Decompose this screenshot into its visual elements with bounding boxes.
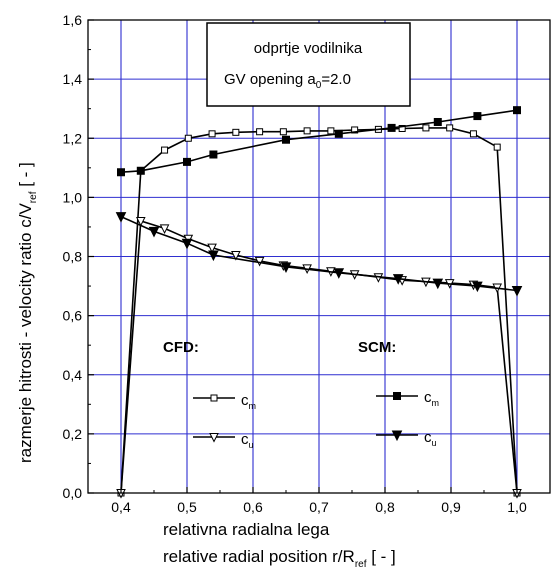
data-point [282,135,290,144]
y-axis-label: razmerje hitrosti - velocity ratio c/Vre… [16,162,39,463]
data-point [472,281,483,293]
data-point [256,128,264,136]
y-tick-label: 1,4 [63,71,83,87]
data-point [279,128,287,136]
data-point [446,124,454,132]
data-point [159,224,170,235]
legend-scm-title: SCM: [358,339,396,356]
x-tick-label: 0,8 [375,499,395,515]
y-tick-label: 0,6 [63,308,83,324]
data-point [184,134,192,142]
data-point [432,278,444,290]
data-point [334,129,343,138]
legend-marker [393,392,401,400]
data-point [183,157,191,166]
series-line [120,127,518,494]
y-tick-label: 1,2 [63,130,83,146]
data-point [513,106,521,115]
legend-cfd-cu-label: cu [241,431,254,450]
data-point [303,127,311,135]
data-point [280,262,292,273]
x-axis-label-line2: relative radial position r/Rref [ - ] [163,547,396,570]
data-point [208,250,219,262]
x-tick-label: 0,7 [309,499,329,515]
y-tick-label: 1,6 [63,12,83,28]
annotation: odprtje vodilnika GV opening a0=2.0 [206,22,411,107]
data-point [135,217,146,227]
data-point [473,112,482,121]
annotation-line1: odprtje vodilnika [254,40,363,57]
legend-marker [210,394,218,402]
legend: CFD: SCM: cm cu cm cu [163,339,439,450]
data-point [148,226,160,238]
x-tick-label: 0,6 [243,499,263,515]
legend-scm-cm-label: cm [424,389,439,408]
data-point [387,123,396,132]
series-layer [115,106,523,499]
tick-layer: 0,4 0,5 0,6 0,7 0,8 0,9 1,0 0,0 0,2 0,4 0,6 0,8 1,0 1… [63,12,551,515]
data-point [433,117,442,126]
data-point [117,168,125,177]
data-point [136,166,145,175]
legend-cfd-title: CFD: [163,339,199,356]
data-point [115,212,127,223]
legend-cfd-cm-label: cm [241,392,256,411]
data-point [398,124,406,132]
y-tick-label: 0,2 [63,426,83,442]
data-point [493,143,501,151]
annotation-line2: GV opening a0=2.0 [224,71,351,91]
legend-scm-cu-label: cu [424,429,437,448]
y-tick-label: 0,0 [63,485,83,501]
series-line [120,109,518,173]
annotation-box [206,22,411,107]
data-point [161,146,169,154]
x-tick-label: 0,4 [111,499,131,515]
legend-marks [193,392,418,443]
data-point [209,150,218,159]
legend-marker [209,433,219,443]
x-axis-label-line1: relativna radialna lega [163,520,330,539]
data-point [327,127,335,135]
data-point [511,285,523,297]
series-line [120,215,518,292]
data-point [231,251,241,261]
data-point [181,238,193,250]
data-point [208,130,216,138]
legend-marker [391,430,403,442]
data-point [351,126,359,134]
data-point [392,274,404,285]
x-tick-label: 0,9 [441,499,461,515]
y-tick-label: 0,4 [63,367,83,383]
data-point [422,124,430,132]
data-point [232,128,240,136]
data-point [207,243,217,254]
y-tick-label: 1,0 [63,189,83,205]
data-point [469,130,477,138]
x-tick-label: 0,5 [177,499,197,515]
y-tick-label: 0,8 [63,249,83,265]
x-tick-label: 1,0 [507,499,527,515]
data-point [333,268,345,279]
